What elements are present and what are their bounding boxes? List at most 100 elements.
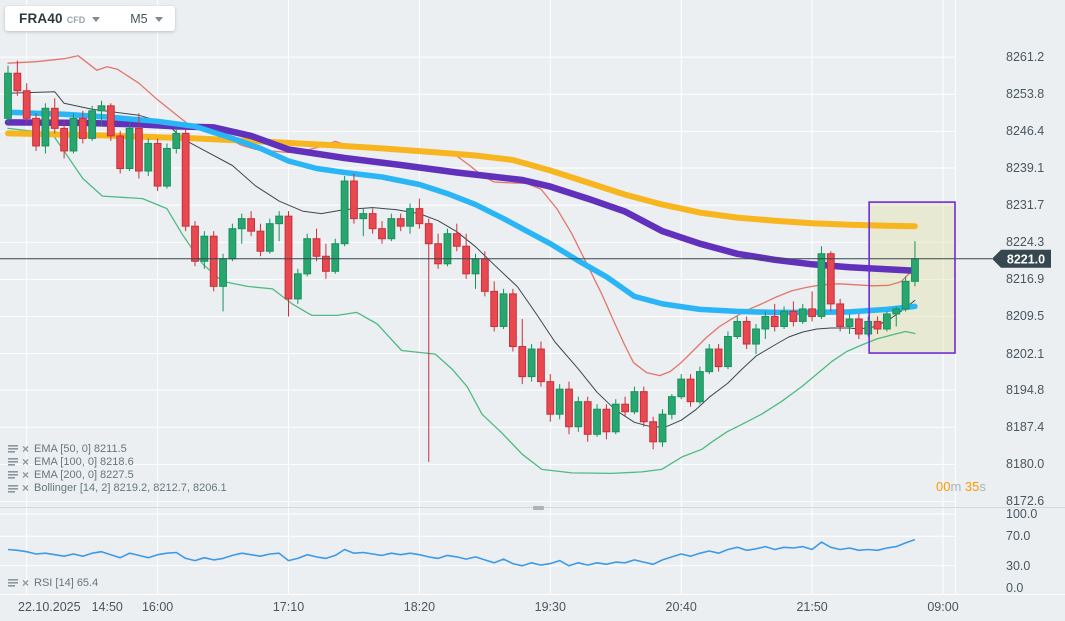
candle [97, 100, 106, 126]
candle [293, 268, 302, 304]
candle [153, 138, 162, 192]
indicator-legend-row: × EMA [100, 0] 8218.6 [8, 455, 227, 468]
indicator-label: EMA [100, 0] 8218.6 [34, 455, 134, 468]
indicator-remove-icon[interactable]: × [22, 575, 30, 590]
indicator-settings-icon[interactable] [8, 457, 18, 466]
candle [705, 344, 714, 375]
candle [237, 213, 246, 244]
candle [69, 113, 78, 154]
candle [546, 374, 555, 422]
indicator-label: EMA [200, 0] 8227.5 [34, 468, 134, 481]
overlay-ema-50 [5, 109, 918, 316]
indicator-settings-icon[interactable] [8, 484, 18, 493]
indicator-remove-icon[interactable]: × [22, 454, 30, 469]
candle [144, 138, 153, 177]
candle [817, 246, 826, 319]
candle [854, 313, 863, 340]
candle [696, 366, 704, 405]
candle [368, 208, 377, 234]
indicator-settings-icon[interactable] [8, 578, 18, 587]
candle [32, 113, 40, 151]
candle [845, 313, 854, 334]
indicator-remove-icon[interactable]: × [22, 467, 30, 482]
candle [275, 211, 284, 242]
candle [265, 218, 274, 254]
candle [191, 221, 199, 267]
candle [135, 113, 143, 179]
indicator-legend: × EMA [50, 0] 8211.5 × EMA [100, 0] 8218.6 ×… [8, 442, 227, 495]
candle [163, 143, 171, 189]
countdown-seconds: 35 [964, 479, 980, 494]
candle [593, 404, 601, 437]
candle [378, 221, 386, 244]
candle [359, 208, 368, 237]
candle [106, 103, 115, 141]
candle [761, 311, 770, 340]
indicator-settings-icon[interactable] [8, 444, 18, 453]
candles [4, 60, 919, 462]
candle [499, 288, 508, 329]
indicator-legend-row: × Bollinger [14, 2] 8219.2, 8212.7, 8206.… [8, 482, 227, 495]
candle [181, 128, 190, 232]
candle [340, 176, 349, 247]
candle [88, 105, 97, 141]
candle [424, 218, 433, 462]
candle [583, 396, 592, 442]
candle [892, 306, 901, 327]
rsi-legend: × RSI [14] 65.4 [8, 576, 98, 589]
candle [509, 288, 517, 352]
candle [415, 198, 424, 229]
candle [733, 316, 742, 340]
candle [78, 110, 87, 144]
candle [4, 65, 12, 124]
countdown-minutes: 00 [936, 479, 951, 494]
candle [873, 316, 882, 334]
candle [443, 228, 452, 267]
candle [462, 233, 471, 279]
indicator-legend-row: × EMA [50, 0] 8211.5 [8, 442, 227, 455]
candle [686, 374, 695, 407]
indicator-label: Bollinger [14, 2] 8219.2, 8212.7, 8206.1 [34, 482, 227, 495]
candle [798, 303, 807, 324]
timeframe-dropdown-caret-icon[interactable] [154, 17, 163, 22]
candle [658, 409, 667, 447]
countdown-seconds-unit: s [979, 479, 986, 494]
timeframe-selector[interactable]: M5 [130, 12, 163, 26]
candle [611, 399, 620, 435]
candle [125, 123, 134, 172]
indicator-label: RSI [14] 65.4 [34, 576, 99, 589]
indicator-legend-row: × RSI [14] 65.4 [8, 576, 98, 589]
candle [883, 311, 891, 332]
symbol-dropdown-caret-icon[interactable] [92, 17, 101, 22]
candle [219, 253, 227, 312]
candle [667, 394, 676, 420]
symbol-type-badge: CFD [66, 14, 86, 25]
candle [639, 386, 648, 427]
candle [621, 396, 630, 417]
candle [836, 298, 845, 332]
indicator-settings-icon[interactable] [8, 470, 18, 480]
candle [574, 396, 583, 432]
instrument-toolbar: FRA40 CFD M5 [5, 6, 175, 31]
candle [322, 243, 330, 279]
candle [602, 404, 611, 440]
current-price-badge-label: 8221.0 [1007, 252, 1045, 266]
symbol-name[interactable]: FRA40 [19, 11, 63, 26]
candle [247, 211, 255, 237]
candle [649, 416, 658, 450]
candle [50, 98, 59, 134]
indicator-remove-icon[interactable]: × [22, 441, 30, 456]
candle [630, 386, 639, 415]
indicator-remove-icon[interactable]: × [22, 481, 30, 496]
candle [228, 223, 237, 262]
countdown-minutes-unit: m [950, 479, 965, 494]
selection-box[interactable] [868, 201, 956, 354]
overlay-bollinger-middle [7, 91, 916, 428]
candle [770, 303, 779, 332]
candle [527, 344, 536, 382]
candle [60, 120, 69, 159]
candle [41, 103, 50, 154]
pane-resize-handle[interactable] [533, 506, 544, 510]
